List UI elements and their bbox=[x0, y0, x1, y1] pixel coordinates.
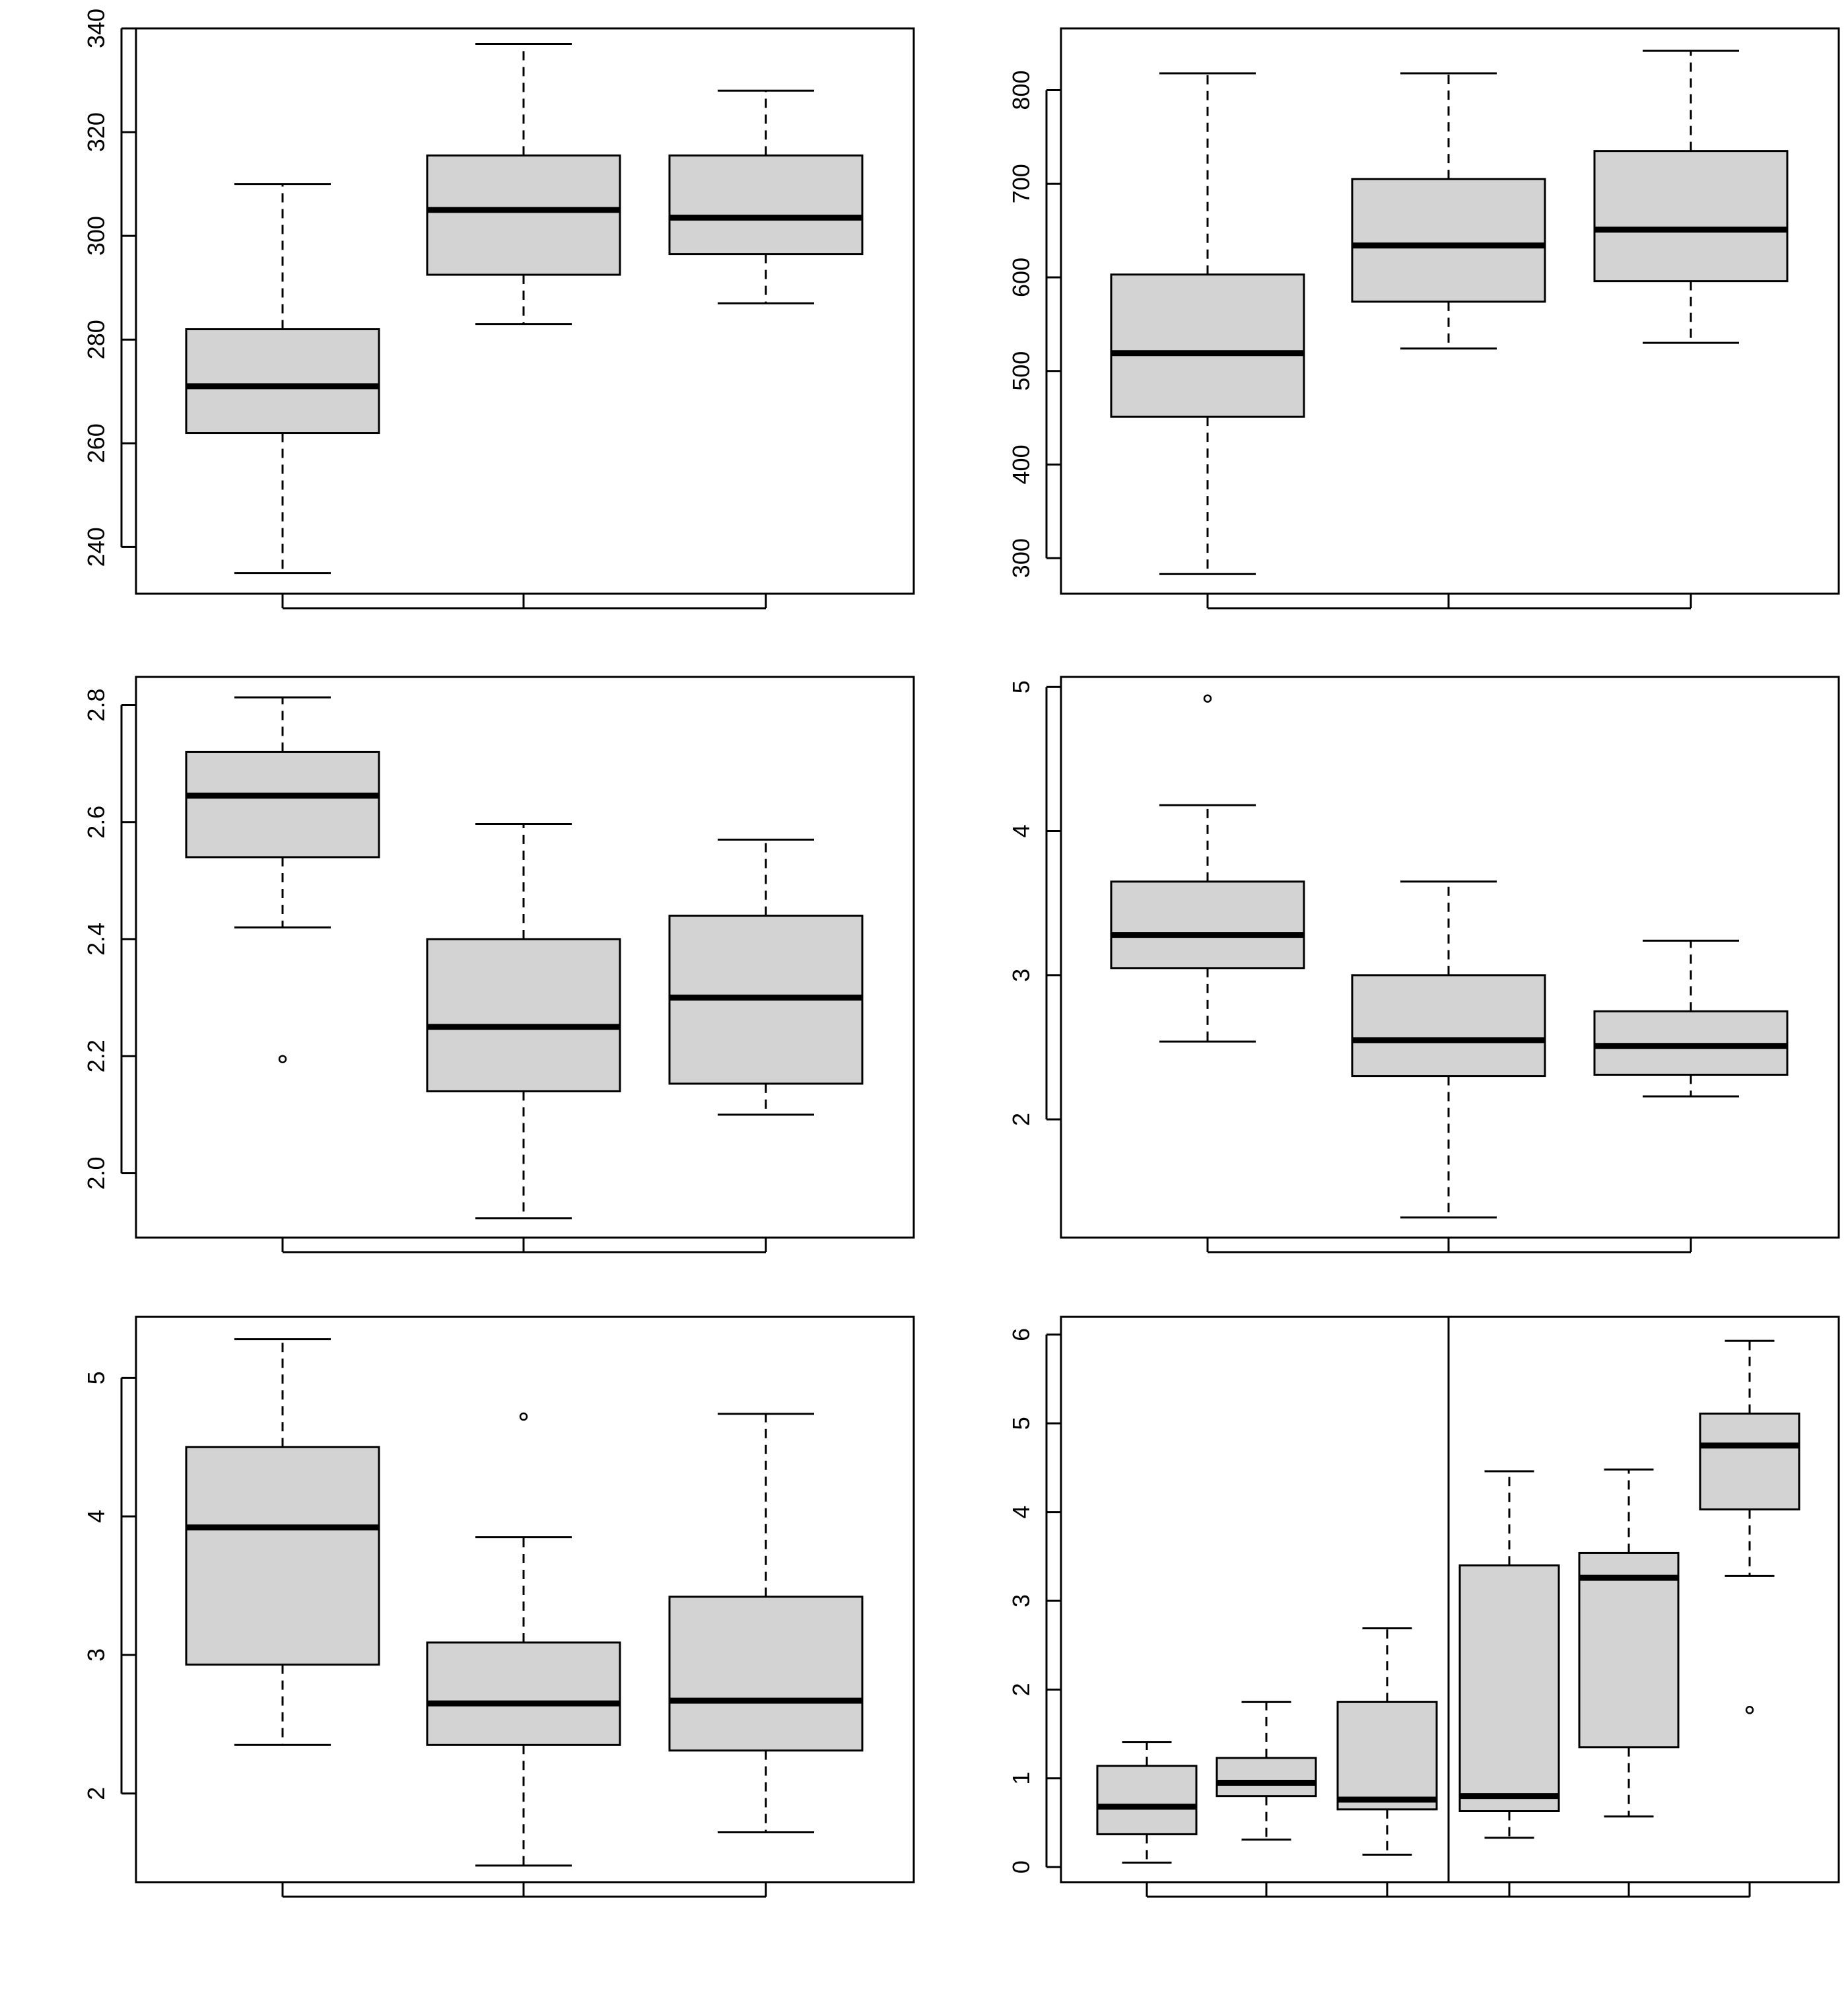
panel-ssi: 2 3 4 5 bbox=[83, 1316, 915, 1898]
y-tick-label: 2 bbox=[1008, 1113, 1035, 1126]
panel-eviscerated-weight: 300 400 500 600 700 800 bbox=[1008, 27, 1840, 610]
plot-frame bbox=[135, 1316, 915, 1883]
iqr-box bbox=[1096, 1765, 1198, 1835]
panel-standard-length: 240 260 280 300 320 340 bbox=[83, 9, 915, 610]
iqr-box bbox=[668, 154, 864, 256]
panel-hsi: 2 3 4 5 bbox=[1008, 676, 1840, 1253]
y-tick-label: 3 bbox=[1008, 1594, 1035, 1607]
iqr-box bbox=[185, 750, 380, 859]
y-tick-label: 300 bbox=[83, 216, 110, 256]
outlier-point bbox=[1203, 694, 1212, 703]
y-tick-label: 5 bbox=[1008, 680, 1035, 693]
y-tick-label: 6 bbox=[1008, 1328, 1035, 1341]
y-tick-label: 3 bbox=[1008, 969, 1035, 982]
y-tick-label: 800 bbox=[1008, 70, 1035, 110]
y-tick-label: 3 bbox=[83, 1648, 110, 1662]
y-tick-label: 2.8 bbox=[83, 689, 110, 722]
iqr-box bbox=[185, 1446, 380, 1666]
plot-frame bbox=[1060, 27, 1840, 595]
y-tick-label: 4 bbox=[83, 1510, 110, 1523]
y-tick-label: 0 bbox=[1008, 1860, 1035, 1874]
y-tick-label: 2.6 bbox=[83, 806, 110, 839]
iqr-box bbox=[426, 154, 621, 276]
y-tick-label: 300 bbox=[1008, 538, 1035, 578]
y-tick-label: 2.0 bbox=[83, 1156, 110, 1189]
y-tick-label: 1 bbox=[1008, 1772, 1035, 1785]
iqr-box bbox=[1351, 974, 1546, 1078]
iqr-box bbox=[1578, 1551, 1680, 1749]
plot-frame bbox=[135, 676, 915, 1239]
y-tick-label: 700 bbox=[1008, 164, 1035, 203]
y-tick-label: 2.2 bbox=[83, 1039, 110, 1073]
iqr-box bbox=[1336, 1701, 1438, 1811]
iqr-box bbox=[1699, 1412, 1800, 1511]
iqr-box bbox=[426, 938, 621, 1092]
y-tick-label: 2 bbox=[83, 1787, 110, 1800]
y-tick-label: 500 bbox=[1008, 351, 1035, 391]
plot-frame bbox=[1060, 1316, 1840, 1883]
iqr-box bbox=[668, 1596, 864, 1752]
panel-k: 2.0 2.2 2.4 2.6 2.8 bbox=[83, 676, 915, 1253]
iqr-box bbox=[1215, 1757, 1317, 1798]
y-tick-label: 4 bbox=[1008, 1506, 1035, 1519]
y-tick-label: 280 bbox=[83, 320, 110, 359]
panel-gsi: 0 1 2 3 4 5 6 bbox=[1008, 1316, 1840, 1898]
y-tick-label: 600 bbox=[1008, 258, 1035, 297]
y-tick-label: 4 bbox=[1008, 825, 1035, 838]
y-tick-label: 5 bbox=[1008, 1417, 1035, 1430]
plot-frame bbox=[135, 27, 915, 595]
y-tick-label: 260 bbox=[83, 423, 110, 463]
y-tick-label: 5 bbox=[83, 1371, 110, 1384]
iqr-box bbox=[185, 328, 380, 435]
outlier-point bbox=[278, 1055, 287, 1063]
y-tick-label: 240 bbox=[83, 527, 110, 567]
iqr-box bbox=[426, 1641, 621, 1746]
outlier-point bbox=[1745, 1706, 1754, 1714]
y-tick-label: 340 bbox=[83, 9, 110, 48]
y-tick-label: 400 bbox=[1008, 444, 1035, 484]
plot-frame bbox=[1060, 676, 1840, 1239]
y-tick-label: 2 bbox=[1008, 1683, 1035, 1696]
iqr-box bbox=[1458, 1564, 1560, 1812]
iqr-box bbox=[1593, 150, 1789, 283]
outlier-point bbox=[519, 1412, 528, 1421]
iqr-box bbox=[1351, 178, 1546, 303]
y-tick-label: 320 bbox=[83, 112, 110, 152]
y-tick-label: 2.4 bbox=[83, 923, 110, 956]
iqr-box bbox=[1110, 880, 1305, 969]
iqr-box bbox=[1110, 273, 1305, 418]
